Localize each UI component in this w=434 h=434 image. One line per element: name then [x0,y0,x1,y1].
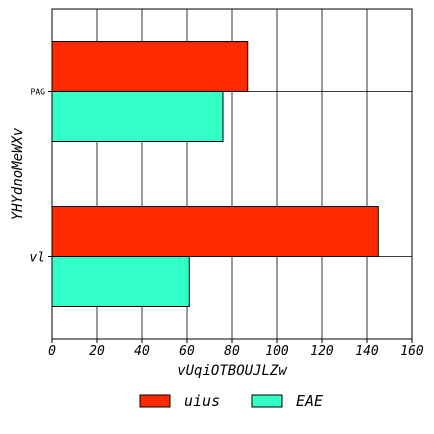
x-tick-label: 40 [134,344,150,359]
legend: uius EAE [139,392,323,410]
legend-swatch-EAE [251,394,283,408]
legend-label-uius: uius [184,392,220,410]
x-tick-label: 80 [224,344,240,359]
bars [51,41,379,307]
legend-swatch-uius [139,394,171,408]
bar-EAE-vl [51,256,190,307]
y-axis-categories: vl PAG [29,88,52,266]
bar-uius-vl [51,206,379,257]
y-axis-title: YHYdnoMeWXv [10,127,26,220]
bar-EAE-PAG [51,91,224,142]
x-tick-label: 140 [355,344,379,359]
bar-uius-PAG [51,41,249,92]
x-tick-label: 100 [265,344,289,359]
legend-label-EAE: EAE [296,392,323,410]
x-tick-label: 120 [310,344,334,359]
x-axis-title: vUqiOTBOUJLZw [177,363,287,379]
category-label: vl [29,251,45,266]
x-tick-label: 160 [400,344,424,359]
x-tick-label: 0 [48,344,56,359]
x-axis-ticks: 0 20 40 60 80 100 120 140 160 [48,339,424,359]
x-tick-label: 60 [179,344,195,359]
category-label: PAG [31,88,46,97]
x-tick-label: 20 [89,344,105,359]
